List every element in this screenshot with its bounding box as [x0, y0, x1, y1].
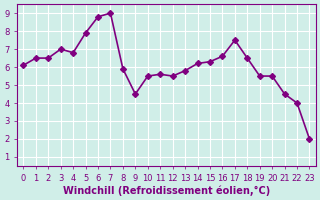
X-axis label: Windchill (Refroidissement éolien,°C): Windchill (Refroidissement éolien,°C)	[63, 185, 270, 196]
